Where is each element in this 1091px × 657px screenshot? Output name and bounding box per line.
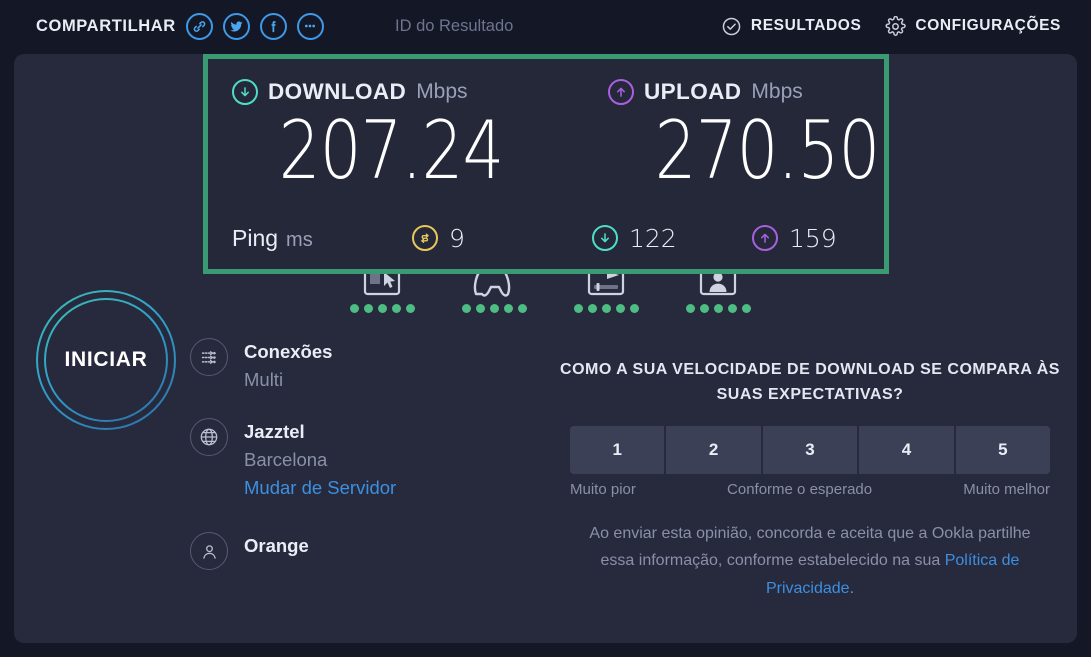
- share-group: COMPARTILHAR: [36, 0, 324, 52]
- upload-title: UPLOAD: [644, 79, 742, 104]
- download-unit: Mbps: [416, 80, 468, 103]
- device-rating-dots: [685, 304, 751, 313]
- rating-legend-right: Muito melhor: [963, 480, 1050, 498]
- privacy-policy-link[interactable]: Política de Privacidade: [765, 552, 1020, 597]
- device-browsing: [345, 262, 419, 322]
- gear-icon: [885, 15, 907, 37]
- download-header: DOWNLOAD Mbps: [232, 77, 492, 107]
- speed-result-box: DOWNLOAD Mbps 207.24 UPLOAD Mbps 270.50 …: [203, 54, 889, 274]
- ping-unit: ms: [286, 228, 313, 251]
- connections-label: Conexões: [244, 341, 333, 362]
- ping-label-group: Ping ms: [232, 225, 412, 252]
- server-provider: Jazztel: [244, 421, 305, 442]
- consent-after: .: [849, 579, 855, 597]
- check-circle-icon: [721, 16, 742, 37]
- upload-arrow-icon: [608, 79, 634, 105]
- start-ring-inner: [44, 298, 168, 422]
- connection-row-connections: Conexões Multi: [190, 338, 332, 394]
- streaming-icon: [584, 262, 628, 298]
- download-title: DOWNLOAD: [268, 79, 407, 104]
- result-id-label[interactable]: ID do Resultado: [395, 16, 514, 35]
- rating-option-2[interactable]: 2: [666, 425, 763, 474]
- change-server-link[interactable]: Mudar de Servidor: [244, 476, 397, 498]
- start-test-button[interactable]: INICIAR: [36, 290, 176, 430]
- globe-icon[interactable]: [190, 418, 228, 456]
- rating-option-4[interactable]: 4: [859, 425, 956, 474]
- facebook-icon[interactable]: [259, 12, 287, 40]
- rating-panel: COMO A SUA VELOCIDADE DE DOWNLOAD SE COM…: [560, 358, 1060, 602]
- ping-row: Ping ms 9 122: [232, 221, 872, 255]
- device-capability-strip: [345, 262, 755, 322]
- consent-text: Ao enviar esta opinião, concorda e aceit…: [575, 520, 1045, 603]
- ping-label: Ping: [232, 224, 279, 251]
- ping-upload-value: 159: [789, 223, 837, 253]
- more-icon[interactable]: [296, 12, 324, 40]
- upload-arrow-icon: [752, 225, 778, 251]
- rating-question: COMO A SUA VELOCIDADE DE DOWNLOAD SE COM…: [560, 361, 1060, 403]
- settings-button[interactable]: CONFIGURAÇÕES: [885, 15, 1061, 37]
- person-icon[interactable]: [190, 532, 228, 570]
- multi-connection-icon[interactable]: [190, 338, 228, 376]
- ping-upload: 159: [752, 224, 837, 253]
- upload-value: 270.50: [654, 104, 880, 197]
- upload-header: UPLOAD Mbps: [608, 77, 868, 107]
- upload-result: UPLOAD Mbps 270.50: [608, 77, 880, 197]
- download-arrow-icon: [592, 225, 618, 251]
- rating-option-3[interactable]: 3: [762, 425, 860, 474]
- device-streaming: [569, 262, 643, 322]
- rating-legend: Muito pior Conforme o esperado Muito mel…: [570, 481, 1050, 498]
- ping-download: 122: [592, 224, 752, 253]
- connections-value: Multi: [244, 368, 284, 390]
- results-button[interactable]: RESULTADOS: [721, 16, 861, 37]
- idle-latency-icon: [412, 225, 438, 251]
- connection-row-server: Jazztel Barcelona Mudar de Servidor: [190, 418, 396, 501]
- device-video-chat: [681, 262, 755, 322]
- connection-row-isp: Orange: [190, 532, 309, 570]
- server-text: Jazztel Barcelona Mudar de Servidor: [244, 418, 396, 501]
- isp-text: Orange: [244, 532, 309, 570]
- device-rating-dots: [461, 304, 527, 313]
- rating-option-5[interactable]: 5: [955, 425, 1050, 474]
- settings-label: CONFIGURAÇÕES: [915, 17, 1061, 34]
- connections-text: Conexões Multi: [244, 338, 332, 394]
- link-icon[interactable]: [185, 12, 213, 40]
- isp-name: Orange: [244, 535, 309, 556]
- twitter-icon[interactable]: [222, 12, 250, 40]
- download-value: 207.24: [278, 104, 504, 197]
- ping-idle: 9: [412, 224, 592, 253]
- ping-idle-value: 9: [449, 223, 465, 253]
- app-header: COMPARTILHAR ID do Resultado: [0, 0, 1091, 52]
- download-result: DOWNLOAD Mbps 207.24: [232, 77, 504, 197]
- header-actions: RESULTADOS CONFIGURAÇÕES: [721, 0, 1061, 52]
- start-button-label: INICIAR: [64, 348, 148, 371]
- server-location: Barcelona: [244, 448, 328, 470]
- device-rating-dots: [573, 304, 639, 313]
- device-rating-dots: [349, 304, 415, 313]
- rating-legend-left: Muito pior: [570, 480, 636, 498]
- rating-option-1[interactable]: 1: [570, 425, 667, 474]
- rating-legend-center: Conforme o esperado: [727, 480, 873, 498]
- rating-scale: 1 2 3 4 5: [570, 425, 1050, 474]
- upload-unit: Mbps: [751, 80, 803, 103]
- results-label: RESULTADOS: [750, 17, 862, 34]
- ping-download-value: 122: [629, 223, 677, 253]
- share-label: COMPARTILHAR: [36, 16, 176, 35]
- download-arrow-icon: [232, 79, 258, 105]
- consent-before: Ao enviar esta opinião, concorda e aceit…: [589, 524, 1031, 570]
